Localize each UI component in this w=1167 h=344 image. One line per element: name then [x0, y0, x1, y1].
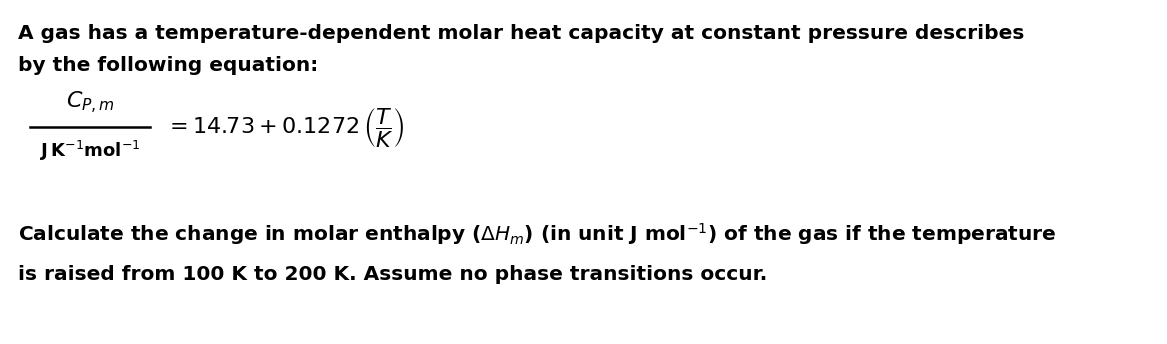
Text: Calculate the change in molar enthalpy ($\Delta H_m$) (in unit J mol$^{-1}$) of : Calculate the change in molar enthalpy (…	[18, 221, 1056, 247]
Text: J$\,$K$^{-1}$mol$^{-1}$: J$\,$K$^{-1}$mol$^{-1}$	[40, 139, 140, 163]
Text: by the following equation:: by the following equation:	[18, 56, 319, 75]
Text: $= 14.73 + 0.1272\,\left(\dfrac{T}{K}\right)$: $= 14.73 + 0.1272\,\left(\dfrac{T}{K}\ri…	[165, 106, 405, 149]
Text: A gas has a temperature-dependent molar heat capacity at constant pressure descr: A gas has a temperature-dependent molar …	[18, 24, 1025, 43]
Text: is raised from 100 K to 200 K. Assume no phase transitions occur.: is raised from 100 K to 200 K. Assume no…	[18, 265, 767, 284]
Text: $C_{P,m}$: $C_{P,m}$	[65, 90, 114, 116]
